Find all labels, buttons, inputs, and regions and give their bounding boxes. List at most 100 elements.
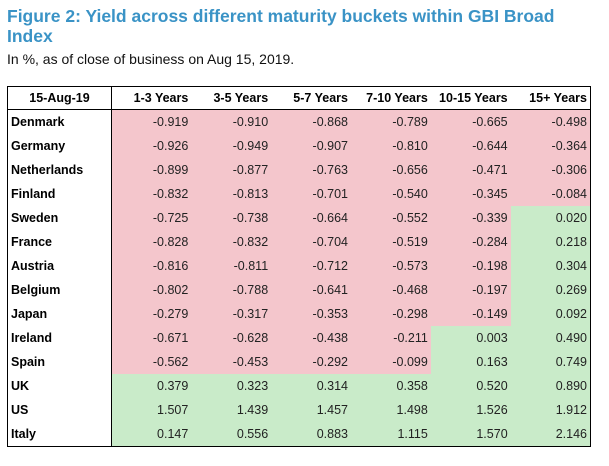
table-row: Denmark -0.919 -0.910 -0.868 -0.789 -0.665 -0.… — [7, 109, 591, 134]
yield-cell: 0.520 — [430, 374, 511, 398]
table-row: Germany -0.926 -0.949 -0.907 -0.810 -0.644 -0.… — [7, 134, 591, 158]
yield-cell: -0.910 — [191, 109, 272, 134]
yield-cell: 1.498 — [350, 398, 431, 422]
yield-cell: -0.949 — [191, 134, 272, 158]
yield-cell: -0.701 — [271, 182, 351, 206]
yield-cell: -0.198 — [430, 254, 511, 278]
yield-cell: 0.749 — [510, 350, 591, 374]
yield-cell: -0.284 — [430, 230, 511, 254]
yield-cell: -0.907 — [271, 134, 351, 158]
figure-title: Figure 2: Yield across different maturit… — [7, 6, 555, 46]
yield-cell: -0.802 — [111, 278, 192, 302]
yield-cell: 0.020 — [510, 206, 591, 230]
country-cell: Netherlands — [7, 158, 112, 182]
yield-table: 15-Aug-19 1-3 Years 3-5 Years 5-7 Years … — [7, 86, 591, 447]
table-row: Belgium -0.802 -0.788 -0.641 -0.468 -0.197 0.2… — [7, 278, 591, 302]
yield-cell: 1.912 — [510, 398, 591, 422]
yield-cell: -0.664 — [271, 206, 351, 230]
yield-cell: -0.573 — [350, 254, 431, 278]
table-row: Sweden -0.725 -0.738 -0.664 -0.552 -0.339 0.02… — [7, 206, 591, 230]
yield-cell: 0.163 — [430, 350, 511, 374]
yield-cell: -0.552 — [350, 206, 431, 230]
yield-cell: -0.197 — [430, 278, 511, 302]
header-5-7-years: 5-7 Years — [271, 86, 351, 110]
yield-cell: -0.816 — [111, 254, 192, 278]
table-row: US 1.507 1.439 1.457 1.498 1.526 1.912 — [7, 398, 591, 422]
yield-cell: -0.339 — [430, 206, 511, 230]
yield-cell: 0.379 — [111, 374, 192, 398]
yield-cell: -0.725 — [111, 206, 192, 230]
yield-cell: -0.562 — [111, 350, 192, 374]
yield-cell: -0.828 — [111, 230, 192, 254]
country-cell: Sweden — [7, 206, 112, 230]
yield-cell: -0.540 — [350, 182, 431, 206]
yield-cell: -0.832 — [111, 182, 192, 206]
yield-cell: 0.883 — [271, 422, 351, 447]
country-cell: Austria — [7, 254, 112, 278]
yield-cell: -0.084 — [510, 182, 591, 206]
header-7-10-years: 7-10 Years — [350, 86, 431, 110]
yield-cell: -0.211 — [350, 326, 431, 350]
yield-cell: -0.519 — [350, 230, 431, 254]
yield-cell: -0.712 — [271, 254, 351, 278]
yield-cell: 1.439 — [191, 398, 272, 422]
yield-cell: -0.832 — [191, 230, 272, 254]
yield-cell: -0.868 — [271, 109, 351, 134]
table-row: Austria -0.816 -0.811 -0.712 -0.573 -0.198 0.3… — [7, 254, 591, 278]
table-row: France -0.828 -0.832 -0.704 -0.519 -0.284 0.21… — [7, 230, 591, 254]
table-body: Denmark -0.919 -0.910 -0.868 -0.789 -0.665 -0.… — [7, 109, 591, 447]
yield-cell: -0.317 — [191, 302, 272, 326]
yield-cell: -0.644 — [430, 134, 511, 158]
yield-cell: 0.218 — [510, 230, 591, 254]
yield-cell: 1.526 — [430, 398, 511, 422]
yield-cell: -0.364 — [510, 134, 591, 158]
figure-subtitle: In %, as of close of business on Aug 15,… — [7, 51, 295, 67]
yield-cell: -0.877 — [191, 158, 272, 182]
yield-cell: -0.789 — [350, 109, 431, 134]
yield-cell: -0.149 — [430, 302, 511, 326]
header-3-5-years: 3-5 Years — [191, 86, 272, 110]
yield-cell: -0.453 — [191, 350, 272, 374]
table-row: Japan -0.279 -0.317 -0.353 -0.298 -0.149 0.092 — [7, 302, 591, 326]
country-cell: Belgium — [7, 278, 112, 302]
table-header-row: 15-Aug-19 1-3 Years 3-5 Years 5-7 Years … — [7, 86, 591, 110]
yield-cell: -0.738 — [191, 206, 272, 230]
yield-cell: 0.890 — [510, 374, 591, 398]
yield-cell: -0.811 — [191, 254, 272, 278]
header-15-plus-years: 15+ Years — [510, 86, 591, 110]
yield-cell: -0.468 — [350, 278, 431, 302]
country-cell: UK — [7, 374, 112, 398]
country-cell: Italy — [7, 422, 112, 447]
yield-cell: -0.810 — [350, 134, 431, 158]
yield-cell: -0.899 — [111, 158, 192, 182]
country-cell: Finland — [7, 182, 112, 206]
yield-cell: 1.115 — [350, 422, 431, 447]
yield-cell: 0.323 — [191, 374, 272, 398]
yield-cell: -0.926 — [111, 134, 192, 158]
yield-cell: -0.919 — [111, 109, 192, 134]
yield-cell: -0.292 — [271, 350, 351, 374]
yield-cell: -0.763 — [271, 158, 351, 182]
yield-cell: -0.498 — [510, 109, 591, 134]
yield-cell: 0.269 — [510, 278, 591, 302]
country-cell: Denmark — [7, 109, 112, 134]
header-1-3-years: 1-3 Years — [111, 86, 192, 110]
yield-cell: -0.671 — [111, 326, 192, 350]
yield-cell: -0.345 — [430, 182, 511, 206]
yield-cell: -0.665 — [430, 109, 511, 134]
header-10-15-years: 10-15 Years — [430, 86, 511, 110]
yield-cell: -0.628 — [191, 326, 272, 350]
yield-cell: 0.358 — [350, 374, 431, 398]
table-row: Italy 0.147 0.556 0.883 1.115 1.570 2.146 — [7, 422, 591, 447]
country-cell: Japan — [7, 302, 112, 326]
table-row: Ireland -0.671 -0.628 -0.438 -0.211 0.003 0.49… — [7, 326, 591, 350]
table-row: Netherlands -0.899 -0.877 -0.763 -0.656 -0.47… — [7, 158, 591, 182]
yield-cell: -0.788 — [191, 278, 272, 302]
yield-cell: -0.298 — [350, 302, 431, 326]
yield-cell: 0.314 — [271, 374, 351, 398]
yield-cell: 0.147 — [111, 422, 192, 447]
yield-cell: 0.304 — [510, 254, 591, 278]
country-cell: Spain — [7, 350, 112, 374]
yield-cell: 1.457 — [271, 398, 351, 422]
header-date: 15-Aug-19 — [7, 86, 112, 110]
